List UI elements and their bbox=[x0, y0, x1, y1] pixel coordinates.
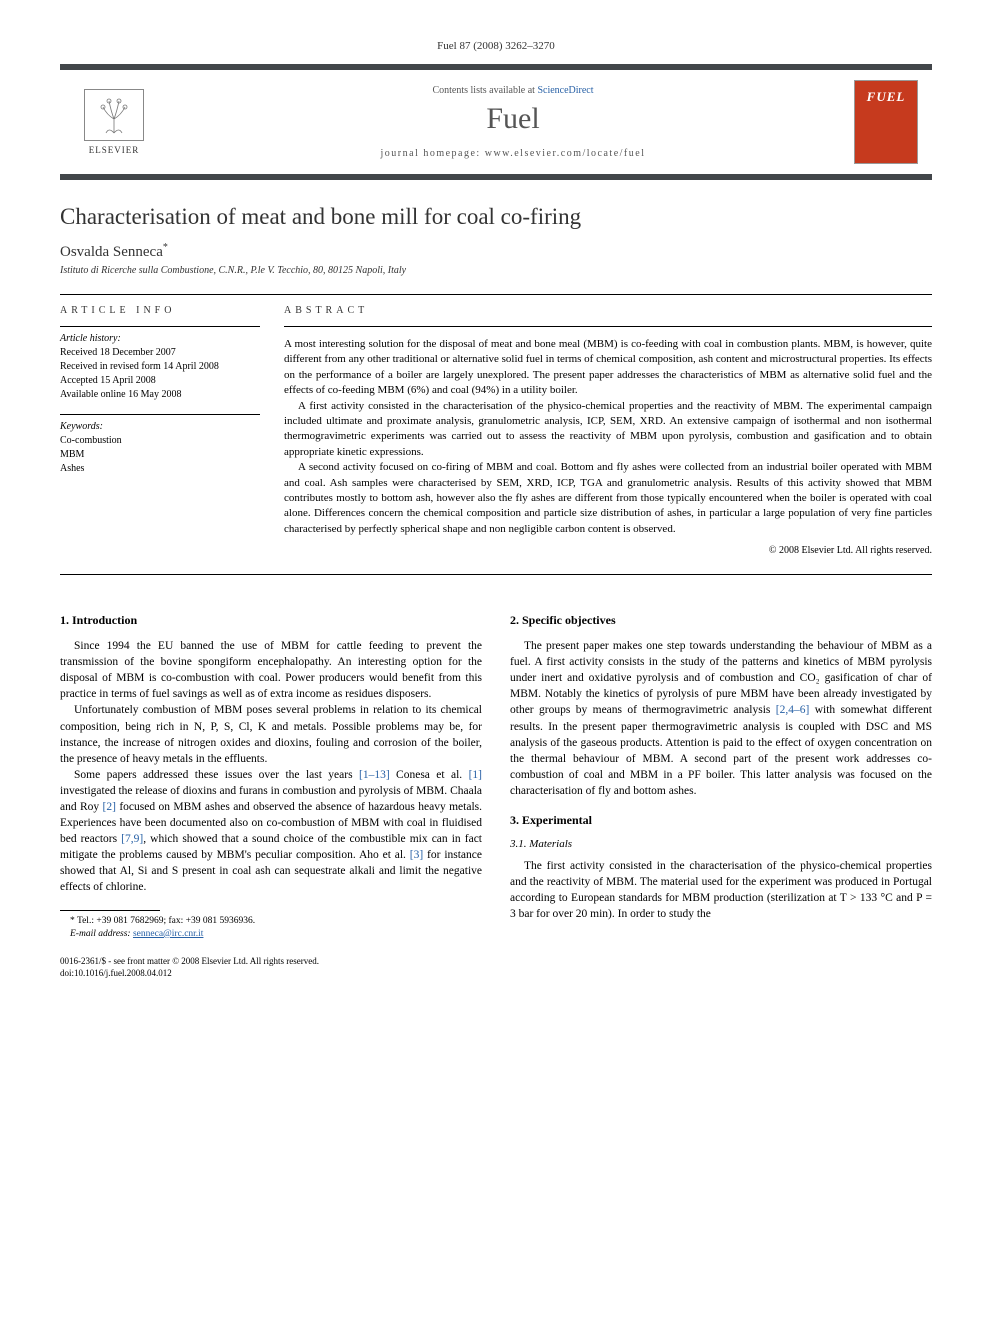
left-column: 1. Introduction Since 1994 the EU banned… bbox=[60, 599, 482, 941]
info-divider-top bbox=[60, 294, 932, 295]
abstract-panel: ABSTRACT A most interesting solution for… bbox=[284, 305, 932, 556]
keyword-3: Ashes bbox=[60, 462, 260, 476]
contents-prefix: Contents lists available at bbox=[432, 85, 537, 96]
cover-label: FUEL bbox=[867, 89, 906, 105]
contents-list-line: Contents lists available at ScienceDirec… bbox=[172, 85, 854, 96]
s1-p3-b: Conesa et al. bbox=[390, 769, 469, 781]
abstract-divider bbox=[284, 326, 932, 327]
article-title: Characterisation of meat and bone mill f… bbox=[60, 204, 932, 230]
online-date: Available online 16 May 2008 bbox=[60, 388, 260, 402]
homepage-url: www.elsevier.com/locate/fuel bbox=[485, 148, 646, 159]
abstract-p1: A most interesting solution for the disp… bbox=[284, 337, 932, 399]
right-column: 2. Specific objectives The present paper… bbox=[510, 599, 932, 941]
info-divider-bottom bbox=[60, 574, 932, 575]
abstract-p3: A second activity focused on co-firing o… bbox=[284, 460, 932, 537]
journal-cover-thumbnail: FUEL bbox=[854, 80, 918, 164]
section-2-heading: 2. Specific objectives bbox=[510, 613, 932, 628]
s1-p1: Since 1994 the EU banned the use of MBM … bbox=[60, 638, 482, 702]
ref-2-4-6[interactable]: [2,4–6] bbox=[776, 704, 810, 716]
doi-line: doi:10.1016/j.fuel.2008.04.012 bbox=[60, 967, 932, 979]
author-text: Osvalda Senneca bbox=[60, 244, 163, 260]
author-name: Osvalda Senneca* bbox=[60, 242, 932, 261]
footnote-tel: * Tel.: +39 081 7682969; fax: +39 081 59… bbox=[60, 915, 482, 928]
abstract-heading: ABSTRACT bbox=[284, 305, 932, 316]
keyword-1: Co-combustion bbox=[60, 434, 260, 448]
email-label: E-mail address: bbox=[70, 929, 131, 939]
author-marker: * bbox=[163, 242, 168, 253]
journal-header: ELSEVIER Contents lists available at Sci… bbox=[60, 64, 932, 180]
elsevier-logo: ELSEVIER bbox=[74, 82, 154, 162]
ref-1-13[interactable]: [1–13] bbox=[359, 769, 390, 781]
article-info-panel: ARTICLE INFO Article history: Received 1… bbox=[60, 305, 260, 556]
journal-title: Fuel bbox=[172, 102, 854, 136]
front-matter-line: 0016-2361/$ - see front matter © 2008 El… bbox=[60, 955, 932, 967]
section-3-1-heading: 3.1. Materials bbox=[510, 838, 932, 850]
s1-p3-a: Some papers addressed these issues over … bbox=[74, 769, 359, 781]
publisher-name: ELSEVIER bbox=[89, 145, 140, 155]
keyword-2: MBM bbox=[60, 448, 260, 462]
s1-p3: Some papers addressed these issues over … bbox=[60, 767, 482, 896]
affiliation: Istituto di Ricerche sulla Combustione, … bbox=[60, 265, 932, 276]
ref-7-9[interactable]: [7,9] bbox=[121, 833, 143, 845]
doi-block: 0016-2361/$ - see front matter © 2008 El… bbox=[60, 955, 932, 979]
s2-p1: The present paper makes one step towards… bbox=[510, 638, 932, 799]
email-link[interactable]: senneca@irc.cnr.it bbox=[133, 929, 203, 939]
abstract-copyright: © 2008 Elsevier Ltd. All rights reserved… bbox=[284, 545, 932, 556]
accepted-date: Accepted 15 April 2008 bbox=[60, 374, 260, 388]
journal-homepage: journal homepage: www.elsevier.com/locat… bbox=[172, 148, 854, 159]
ref-2[interactable]: [2] bbox=[103, 801, 116, 813]
sciencedirect-link[interactable]: ScienceDirect bbox=[537, 85, 593, 96]
abstract-p2: A first activity consisted in the charac… bbox=[284, 399, 932, 461]
elsevier-tree-icon bbox=[84, 89, 144, 141]
article-info-heading: ARTICLE INFO bbox=[60, 305, 260, 316]
homepage-prefix: journal homepage: bbox=[381, 148, 485, 159]
ref-1[interactable]: [1] bbox=[469, 769, 482, 781]
revised-date: Received in revised form 14 April 2008 bbox=[60, 360, 260, 374]
s2-p1-b: with somewhat different results. In the … bbox=[510, 704, 932, 796]
header-citation: Fuel 87 (2008) 3262–3270 bbox=[60, 40, 932, 52]
footnote-rule bbox=[60, 910, 160, 911]
footnote-email: E-mail address: senneca@irc.cnr.it bbox=[60, 928, 482, 941]
s1-p2: Unfortunately combustion of MBM poses se… bbox=[60, 702, 482, 766]
section-1-heading: 1. Introduction bbox=[60, 613, 482, 628]
ref-3[interactable]: [3] bbox=[410, 849, 423, 861]
keywords-label: Keywords: bbox=[60, 421, 260, 432]
section-3-heading: 3. Experimental bbox=[510, 813, 932, 828]
received-date: Received 18 December 2007 bbox=[60, 346, 260, 360]
s3-1-p1: The first activity consisted in the char… bbox=[510, 858, 932, 922]
history-label: Article history: bbox=[60, 333, 260, 344]
